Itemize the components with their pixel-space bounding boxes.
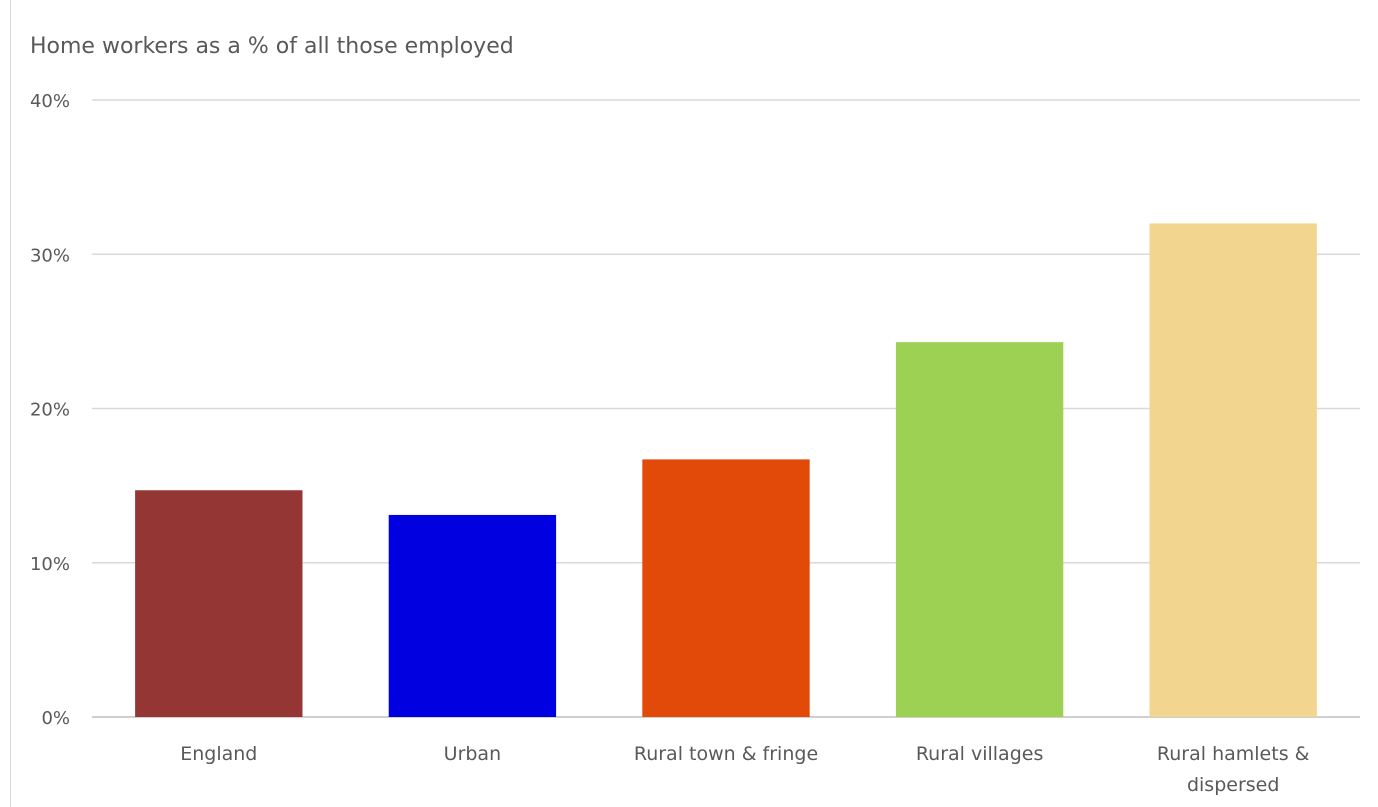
y-tick-label: 10%: [30, 554, 70, 575]
x-tick-label: Urban: [444, 743, 501, 765]
x-tick-label: Rural hamlets & dispersed: [1157, 743, 1310, 796]
bar-layer: [135, 223, 1317, 717]
y-tick-label: 20%: [30, 400, 70, 421]
bar: [642, 459, 810, 717]
x-tick-label: England: [180, 743, 257, 765]
x-tick-label-line: Rural town & fringe: [634, 743, 818, 765]
y-tick-label: 40%: [30, 91, 70, 112]
x-tick-label-line: Urban: [444, 743, 501, 765]
y-tick-label: 30%: [30, 245, 70, 266]
chart-title: Home workers as a % of all those employe…: [30, 34, 514, 59]
x-tick-label-line: Rural hamlets &: [1157, 743, 1310, 765]
y-tick-label: 0%: [41, 708, 70, 729]
x-tick-label-line: Rural villages: [916, 743, 1044, 765]
x-tick-label: Rural villages: [916, 743, 1044, 765]
x-tick-label-line: England: [180, 743, 257, 765]
x-tick-label: Rural town & fringe: [634, 743, 818, 765]
x-tick-label-line: dispersed: [1187, 774, 1279, 796]
bar: [1149, 223, 1317, 717]
chart-border: [10, 0, 11, 807]
bar: [388, 514, 557, 717]
axis-layer: 0% 10% 20% 30% 40% England Urban Rural town & f…: [30, 91, 1310, 796]
bar: [895, 342, 1064, 717]
bar: [135, 490, 303, 717]
